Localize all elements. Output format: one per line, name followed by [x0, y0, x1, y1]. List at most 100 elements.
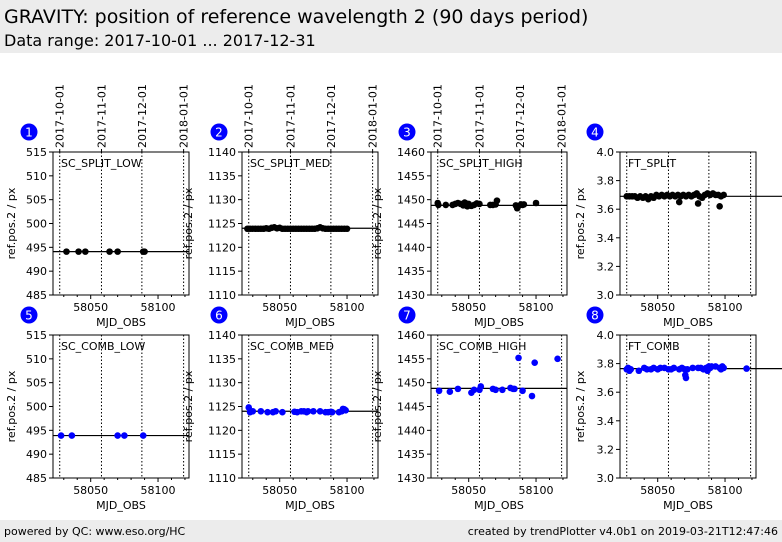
x-tick-label: 58100	[141, 484, 176, 497]
y-tick-label: 1115	[208, 448, 236, 461]
date-tick-label: 2017-12-01	[514, 84, 527, 148]
y-tick-label: 3.4	[597, 415, 615, 428]
y-tick-label: 3.8	[597, 175, 615, 188]
footer-created-by: created by trendPlotter v4.0b1 on 2019-0…	[467, 525, 778, 538]
axes-frame	[430, 334, 568, 479]
badge-circle	[20, 123, 38, 141]
axes-frame	[52, 334, 190, 479]
data-point	[68, 432, 76, 439]
data-point	[139, 432, 147, 439]
y-tick-label: 1440	[397, 241, 425, 254]
data-point	[476, 200, 483, 208]
y-tick-label: 1435	[397, 448, 425, 461]
data-point	[114, 432, 121, 439]
data-point	[75, 248, 82, 255]
y-tick-label: 505	[26, 377, 47, 390]
date-tick-label: 2017-10-01	[54, 84, 67, 148]
badge-circle	[398, 123, 416, 141]
y-tick-label: 495	[26, 241, 47, 254]
data-point	[554, 355, 561, 363]
x-axis-label: MJD_OBS	[96, 316, 146, 329]
data-point	[689, 364, 697, 372]
date-tick-label: 2017-10-01	[432, 84, 445, 148]
x-tick-label: 58050	[640, 484, 675, 497]
x-axis-label: MJD_OBS	[474, 316, 524, 329]
y-axis-label: ref.pos.2 / px	[5, 187, 18, 259]
y-axis-label: ref.pos.2 / px	[182, 187, 195, 259]
data-point	[492, 386, 499, 394]
data-point	[435, 387, 443, 395]
axes-frame	[52, 151, 190, 296]
x-tick-label: 58100	[330, 484, 365, 497]
data-point	[446, 388, 454, 396]
subplot-ft-comb: 3.0 3.2 3.4 3.6 3.8 4.0 58050 58100 MJD_OBS ref.p…	[574, 306, 782, 512]
x-tick-label: 58100	[141, 301, 176, 314]
y-axis-label: ref.pos.2 / px	[574, 187, 587, 259]
subplot-sc-split-med: 1110 1115 1120 1125 1130 1135 1140 58050 58100 MJ…	[182, 84, 380, 329]
data-point	[694, 200, 702, 207]
panel-index-badge: 5	[20, 306, 38, 324]
data-point	[720, 364, 727, 372]
panel-index-badge: 6	[210, 306, 228, 324]
data-point	[716, 203, 723, 210]
y-tick-label: 1450	[397, 194, 425, 207]
y-tick-label: 1140	[208, 329, 236, 342]
y-tick-label: 1455	[397, 170, 425, 183]
badge-circle	[20, 306, 38, 324]
y-tick-label: 1140	[208, 146, 236, 159]
y-tick-label: 3.0	[597, 289, 615, 302]
y-tick-label: 3.6	[597, 386, 615, 399]
y-tick-label: 515	[26, 329, 47, 342]
badge-number: 6	[215, 309, 223, 323]
y-axis-label: ref.pos.2 / px	[5, 370, 18, 442]
data-point	[493, 197, 501, 204]
panel-label: SC_SPLIT_MED	[250, 157, 330, 170]
panel-label: SC_COMB_LOW	[61, 340, 145, 353]
y-tick-label: 500	[26, 218, 47, 231]
footer-bar: powered by QC: www.eso.org/HC created by…	[0, 520, 782, 542]
badge-number: 4	[591, 126, 599, 140]
badge-number: 1	[25, 126, 33, 140]
x-tick-label: 58100	[708, 484, 743, 497]
y-tick-label: 500	[26, 401, 47, 414]
subplot-sc-split-low: 485 490 495 500 505 510 515 58050 58100 MJD_OBS re…	[5, 84, 191, 329]
y-tick-label: 515	[26, 146, 47, 159]
header-bar: GRAVITY: position of reference wavelengt…	[0, 0, 782, 53]
y-tick-label: 510	[26, 170, 47, 183]
y-tick-label: 3.2	[597, 443, 615, 456]
data-point	[635, 367, 643, 375]
y-tick-label: 4.0	[597, 329, 615, 342]
page-title: GRAVITY: position of reference wavelengt…	[4, 6, 589, 28]
y-tick-label: 485	[26, 472, 47, 485]
x-tick-label: 58050	[451, 484, 486, 497]
subplot-sc-comb-high: 1430 1435 1440 1445 1450 1455 1460 58050 58100 MJ…	[371, 306, 568, 512]
data-point	[532, 199, 540, 207]
x-tick-label: 58100	[519, 301, 554, 314]
badge-circle	[210, 306, 228, 324]
y-tick-label: 1135	[208, 170, 236, 183]
panel-label: FT_COMB	[628, 340, 680, 353]
y-tick-label: 3.0	[597, 472, 615, 485]
badge-circle	[210, 123, 228, 141]
data-point	[342, 407, 349, 414]
data-point	[272, 407, 279, 415]
axes-frame	[241, 334, 379, 479]
data-point	[720, 191, 727, 199]
x-tick-label: 58050	[262, 301, 297, 314]
badge-number: 7	[403, 309, 411, 323]
data-point	[470, 386, 478, 394]
panel-index-badge: 1	[20, 123, 38, 141]
date-tick-label: 2017-10-01	[243, 84, 256, 148]
badge-circle	[586, 123, 604, 141]
x-tick-label: 58100	[708, 301, 743, 314]
y-tick-label: 1445	[397, 218, 425, 231]
data-point	[682, 374, 690, 382]
panel-label: SC_SPLIT_LOW	[61, 157, 142, 170]
y-tick-label: 1125	[208, 218, 236, 231]
y-tick-label: 4.0	[597, 146, 615, 159]
date-tick-label: 2017-11-01	[284, 84, 297, 148]
data-point	[343, 225, 351, 233]
subplot-ft-split: 3.0 3.2 3.4 3.6 3.8 4.0 58050 58100 MJD_OBS ref.p…	[574, 123, 782, 329]
badge-circle	[398, 306, 416, 324]
x-axis-label: MJD_OBS	[474, 499, 524, 512]
